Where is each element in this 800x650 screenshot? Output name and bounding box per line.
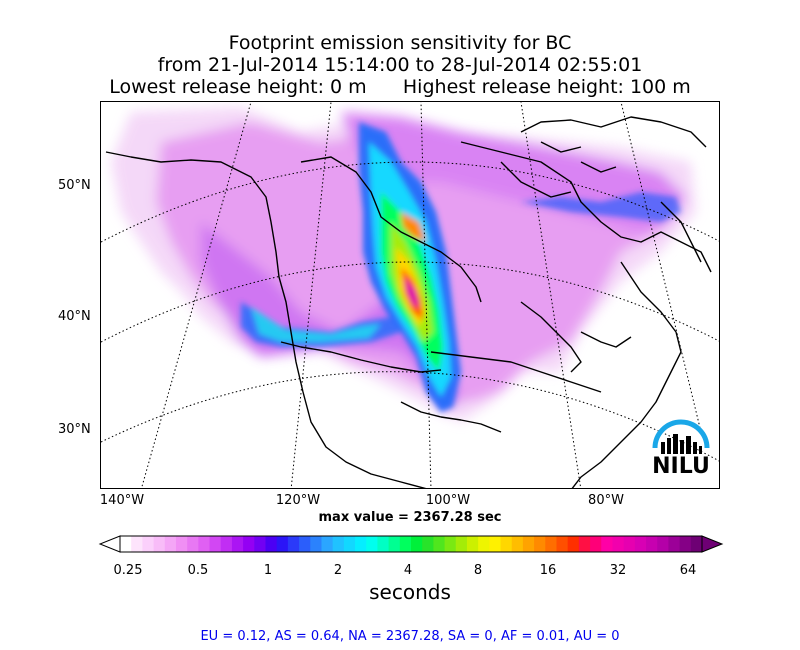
lat-label-30: 30°N <box>58 422 91 437</box>
colorbar-cell <box>500 536 513 552</box>
colorbar <box>98 535 724 553</box>
colorbar-cell <box>556 536 569 552</box>
colorbar-tick-label: 32 <box>609 563 627 578</box>
colorbar-cell <box>343 536 356 552</box>
lon-label-100w: 100°W <box>425 493 471 508</box>
max-value-label: max value = 2367.28 sec <box>318 510 502 525</box>
colorbar-cell <box>209 536 222 552</box>
colorbar-cell <box>321 536 334 552</box>
colorbar-frame <box>119 535 703 553</box>
colorbar-cell <box>120 536 132 552</box>
colorbar-cell <box>243 536 255 552</box>
sensitivity-plume <box>111 107 696 422</box>
colorbar-cell <box>131 536 143 552</box>
colorbar-tick-label: 64 <box>679 563 697 578</box>
colorbar-cell <box>433 536 446 552</box>
colorbar-cell <box>679 536 692 552</box>
colorbar-cell <box>175 536 188 552</box>
colorbar-cell <box>265 536 278 552</box>
colorbar-cell <box>511 536 524 552</box>
colorbar-cell <box>411 536 423 552</box>
colorbar-cell <box>567 536 580 552</box>
map-title-line-1: Footprint emission sensitivity for BC <box>228 32 572 54</box>
lon-label-120w: 120°W <box>275 493 321 508</box>
map-title-line-3: Lowest release height: 0 m Highest relea… <box>109 76 691 98</box>
colorbar-cell <box>198 536 211 552</box>
colorbar-cell <box>623 536 636 552</box>
colorbar-cell <box>310 536 322 552</box>
lat-label-50: 50°N <box>58 178 91 193</box>
colorbar-tick-label: 1 <box>263 563 273 578</box>
coastlines <box>105 116 712 488</box>
colorbar-cell <box>422 536 434 552</box>
colorbar-cell <box>612 536 625 552</box>
colorbar-cell <box>287 536 300 552</box>
colorbar-cell <box>142 536 155 552</box>
region-stats: EU = 0.12, AS = 0.64, NA = 2367.28, SA =… <box>200 629 620 644</box>
colorbar-tick-label: 4 <box>403 563 413 578</box>
colorbar-cell <box>601 536 613 552</box>
colorbar-cell <box>522 536 535 552</box>
colorbar-cell <box>646 536 658 552</box>
colorbar-cell <box>634 536 647 552</box>
colorbar-cell <box>534 536 546 552</box>
colorbar-cell <box>668 536 681 552</box>
colorbar-cell <box>590 536 602 552</box>
lon-label-80w: 80°W <box>588 493 624 508</box>
colorbar-cell <box>366 536 378 552</box>
colorbar-cell <box>299 536 311 552</box>
nilu-logo-text: NILU <box>652 454 710 479</box>
colorbar-cell <box>478 536 490 552</box>
footprint-map <box>101 102 719 488</box>
nilu-logo-mark <box>652 419 710 454</box>
colorbar-cell <box>153 536 166 552</box>
colorbar-cell <box>254 536 266 552</box>
colorbar-cell <box>164 536 177 552</box>
colorbar-cell <box>231 536 244 552</box>
colorbar-cell <box>578 536 591 552</box>
map-title-line-2: from 21-Jul-2014 15:14:00 to 28-Jul-2014… <box>157 54 643 76</box>
colorbar-cell <box>332 536 345 552</box>
colorbar-tick-label: 2 <box>333 563 343 578</box>
colorbar-cell <box>489 536 502 552</box>
colorbar-cell <box>690 536 703 552</box>
colorbar-cell <box>545 536 557 552</box>
colorbar-cell <box>455 536 468 552</box>
nilu-logo: NILU <box>649 412 713 482</box>
colorbar-cell <box>466 536 479 552</box>
colorbar-tick-label: 0.25 <box>113 563 143 578</box>
colorbar-cell <box>355 536 367 552</box>
colorbar-cell <box>388 536 401 552</box>
lat-label-40: 40°N <box>58 309 91 324</box>
colorbar-tick-label: 8 <box>473 563 483 578</box>
colorbar-cell <box>276 536 289 552</box>
colorbar-cell <box>657 536 669 552</box>
colorbar-cell <box>187 536 199 552</box>
colorbar-cell <box>399 536 412 552</box>
colorbar-cell <box>444 536 457 552</box>
colorbar-tick-label: 16 <box>539 563 557 578</box>
colorbar-cell <box>377 536 390 552</box>
lon-label-140w: 140°W <box>99 493 145 508</box>
colorbar-extend-high <box>701 535 724 553</box>
colorbar-extend-low <box>98 535 121 553</box>
graticule <box>101 102 719 488</box>
colorbar-cell <box>220 536 233 552</box>
map-panel: NILU <box>100 101 720 489</box>
colorbar-units: seconds <box>369 580 451 604</box>
colorbar-tick-label: 0.5 <box>187 563 209 578</box>
